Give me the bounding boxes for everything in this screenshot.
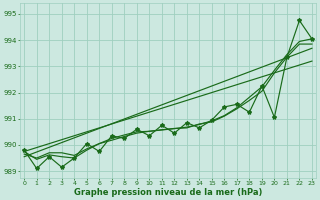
X-axis label: Graphe pression niveau de la mer (hPa): Graphe pression niveau de la mer (hPa) [74, 188, 262, 197]
